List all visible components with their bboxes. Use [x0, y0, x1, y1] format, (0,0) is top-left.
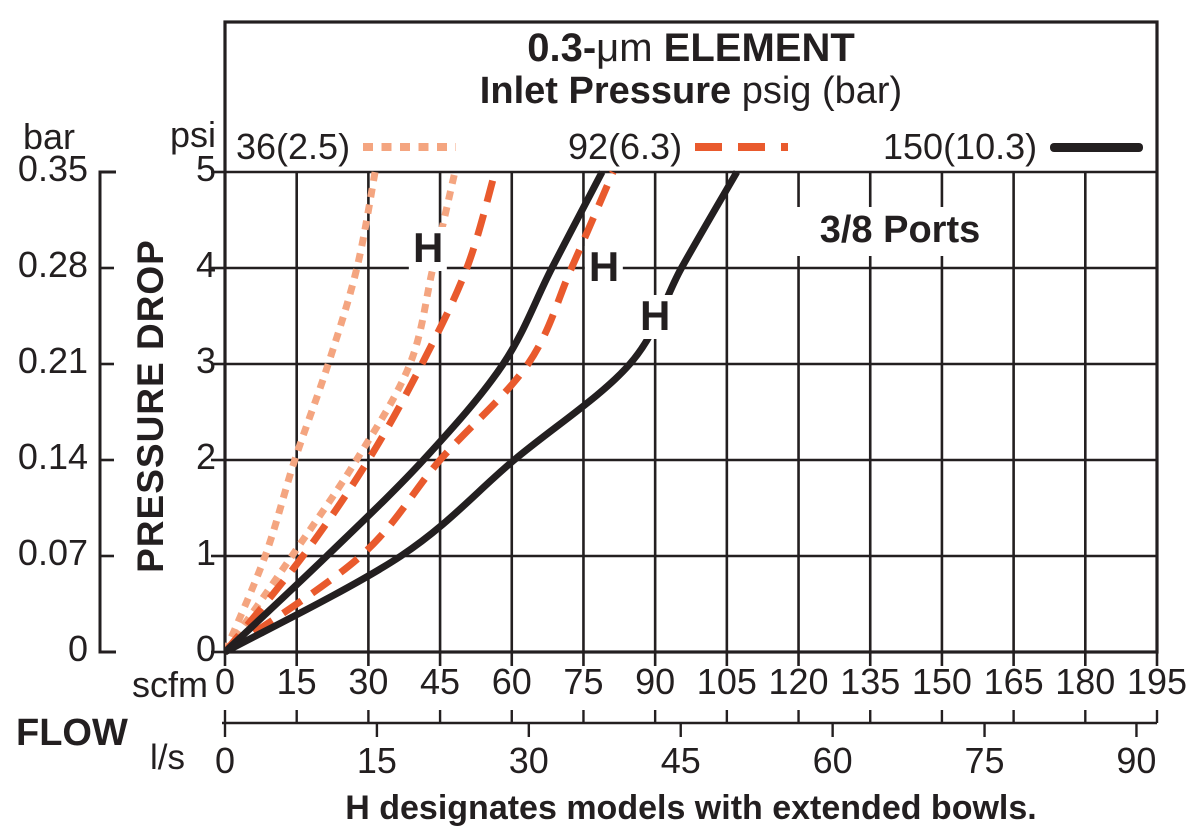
scfm-tick-label: 120 — [768, 661, 829, 702]
legend-item-92psig: 92(6.3) — [568, 126, 789, 167]
bar-tick-label: 0.07 — [17, 532, 88, 573]
scfm-tick-label: 135 — [840, 661, 901, 702]
ls-tick-label: 60 — [812, 740, 853, 781]
ls-tick-label: 0 — [214, 740, 236, 781]
ls-unit-label: l/s — [150, 738, 185, 777]
dotted-line-sample — [363, 143, 457, 151]
dashed-line-sample — [695, 143, 789, 151]
psi-axis-header: psi — [169, 114, 216, 155]
solid-line-sample — [1050, 142, 1144, 152]
title-element-word: ELEMENT — [652, 26, 855, 70]
scfm-tick-label: 180 — [1055, 661, 1116, 702]
curve-92psig-standard — [225, 171, 499, 655]
scfm-tick-label: 150 — [911, 661, 972, 702]
chart-title: 0.3-μm ELEMENT — [225, 26, 1157, 71]
ls-tick-label: 30 — [508, 740, 549, 781]
y-axis-title: PRESSURE DROP — [130, 239, 171, 573]
psi-tick-label: 0 — [195, 628, 216, 669]
ls-tick-label: 75 — [964, 740, 1005, 781]
scfm-tick-label: 45 — [420, 661, 461, 702]
ls-tick-label: 15 — [356, 740, 397, 781]
legend-item-36psig: 36(2.5) — [236, 126, 457, 167]
flow-axis-title: FLOW — [16, 712, 128, 754]
curve-36psig-standard — [225, 171, 379, 654]
bar-axis-bracket — [98, 170, 116, 654]
ports-annotation: 3/8 Ports — [793, 207, 1007, 256]
scfm-unit-label: scfm — [132, 664, 208, 705]
subtitle-inlet-pressure: Inlet Pressure — [479, 70, 732, 112]
chart-subtitle: Inlet Pressure psig (bar) — [225, 70, 1157, 113]
scfm-tick-label: 90 — [635, 661, 676, 702]
scfm-tick-label: 15 — [276, 661, 317, 702]
h-designation-caption: H designates models with extended bowls. — [345, 789, 1037, 827]
legend-item-150psig: 150(10.3) — [883, 126, 1144, 167]
ls-tick-label: 90 — [1116, 740, 1157, 781]
legend-label: 150(10.3) — [883, 126, 1038, 167]
legend-label: 92(6.3) — [568, 126, 683, 167]
h-model-marker-92: H — [584, 246, 624, 290]
subtitle-units: psig (bar) — [731, 70, 903, 112]
bar-tick-label: 0.21 — [17, 340, 88, 381]
scfm-tick-label: 75 — [563, 661, 604, 702]
h-model-marker-150: H — [635, 294, 675, 339]
psi-tick-label: 3 — [195, 340, 216, 381]
psi-tick-label: 2 — [195, 436, 216, 477]
bar-axis-header: bar — [22, 116, 76, 157]
scfm-tick-label: 60 — [491, 661, 532, 702]
legend-label: 36(2.5) — [236, 126, 351, 167]
title-micron-unit: μm — [596, 26, 653, 70]
h-model-marker-36: H — [408, 226, 448, 271]
curve-150psig-H — [225, 170, 740, 656]
curve-150psig-standard — [225, 170, 606, 655]
psi-tick-label: 1 — [195, 532, 216, 573]
bar-tick-label: 0.14 — [17, 436, 88, 477]
bar-tick-label: 0 — [67, 628, 88, 669]
curve-92psig-H — [225, 170, 617, 655]
bar-tick-label: 0.35 — [17, 148, 88, 189]
scfm-tick-label: 0 — [214, 661, 236, 702]
scfm-tick-label: 195 — [1126, 661, 1188, 702]
plot-frame — [223, 20, 1159, 654]
bar-tick-label: 0.28 — [17, 244, 88, 285]
psi-tick-label: 5 — [195, 148, 216, 189]
ls-tick-label: 45 — [660, 740, 701, 781]
scfm-tick-label: 30 — [348, 661, 389, 702]
title-element-size: 0.3- — [527, 26, 597, 70]
psi-tick-label: 4 — [195, 244, 216, 285]
scfm-tick-label: 105 — [696, 661, 757, 702]
scfm-tick-label: 165 — [983, 661, 1044, 702]
